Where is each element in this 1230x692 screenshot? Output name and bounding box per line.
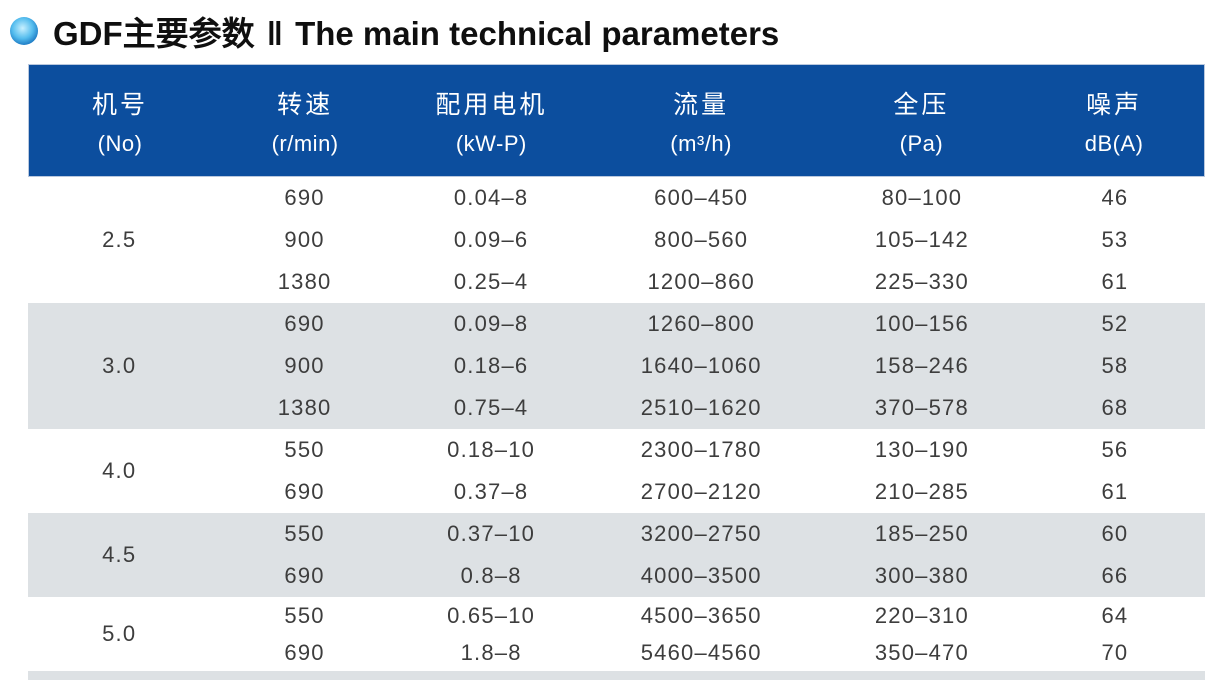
column-unit: (Pa) bbox=[899, 130, 944, 156]
cell-pressure: 225–330 bbox=[874, 269, 969, 294]
cell-noise: 61 bbox=[1101, 479, 1129, 504]
table-group: 4.5 550 0.37–10 3200–2750 185–250 60 690 0.8–8 4… bbox=[28, 513, 1205, 597]
next-group-strip bbox=[28, 671, 1205, 680]
cell-flow: 2300–1780 bbox=[640, 437, 762, 462]
cell-pressure: 80–100 bbox=[881, 185, 963, 210]
cell-flow: 4000–3500 bbox=[640, 563, 762, 588]
cell-flow: 2510–1620 bbox=[640, 395, 762, 420]
cell-motor: 1.8–8 bbox=[460, 639, 522, 665]
cell-pressure: 130–190 bbox=[874, 437, 969, 462]
cell-noise: 58 bbox=[1101, 353, 1129, 378]
table-group: 4.0 550 0.18–10 2300–1780 130–190 56 690 0.37–8… bbox=[28, 429, 1205, 513]
cell-machine-no: 4.5 bbox=[102, 542, 137, 567]
column-name: 噪声 bbox=[1086, 90, 1143, 119]
cell-flow: 2700–2120 bbox=[640, 479, 762, 504]
column-header-5: 噪声 dB(A) bbox=[1024, 85, 1204, 157]
cell-flow: 1260–800 bbox=[647, 311, 755, 336]
column-unit: (No) bbox=[97, 130, 143, 156]
cell-motor: 0.8–8 bbox=[460, 563, 522, 588]
cell-speed: 690 bbox=[284, 479, 325, 504]
cell-motor: 0.18–6 bbox=[453, 353, 529, 378]
cell-pressure: 300–380 bbox=[874, 563, 969, 588]
column-name: 配用电机 bbox=[435, 90, 548, 119]
column-header-0: 机号 (No) bbox=[29, 85, 211, 157]
cell-pressure: 158–246 bbox=[874, 353, 969, 378]
cell-pressure: 185–250 bbox=[874, 521, 969, 546]
table-group: 3.0 690 0.09–8 1260–800 100–156 52 900 0.18–6 16… bbox=[28, 303, 1205, 429]
title-separator: ‖ bbox=[266, 15, 284, 52]
cell-flow: 600–450 bbox=[654, 185, 749, 210]
cell-speed: 690 bbox=[284, 185, 325, 210]
cell-machine-no: 4.0 bbox=[102, 458, 137, 483]
cell-speed: 550 bbox=[284, 437, 325, 462]
column-unit: (kW-P) bbox=[455, 130, 527, 156]
cell-speed: 1380 bbox=[277, 269, 332, 294]
column-name: 全压 bbox=[893, 90, 950, 119]
table-group: 2.5 690 0.04–8 600–450 80–100 46 900 0.09–6 800–… bbox=[28, 177, 1205, 303]
cell-speed: 900 bbox=[284, 227, 325, 252]
cell-motor: 0.37–10 bbox=[447, 521, 536, 546]
bullet-icon bbox=[10, 17, 38, 45]
cell-pressure: 105–142 bbox=[874, 227, 969, 252]
cell-speed: 690 bbox=[284, 639, 325, 665]
cell-machine-no: 2.5 bbox=[102, 227, 137, 252]
column-header-2: 配用电机 (kW-P) bbox=[399, 85, 583, 157]
cell-flow: 5460–4560 bbox=[640, 639, 762, 665]
parameters-table: 机号 (No) 转速 (r/min) 配用电机 (kW-P) 流量 (m³/h) 全压 (Pa) 噪… bbox=[28, 64, 1205, 680]
table-group: 5.0 550 0.65–10 4500–3650 220–310 64 690 1.8–8 5… bbox=[28, 597, 1205, 671]
table-body: 2.5 690 0.04–8 600–450 80–100 46 900 0.09–6 800–… bbox=[28, 177, 1205, 671]
column-header-3: 流量 (m³/h) bbox=[584, 85, 819, 157]
page-title: GDF主要参数 ‖ The main technical parameters bbox=[53, 7, 779, 55]
cell-pressure: 100–156 bbox=[874, 311, 969, 336]
cell-motor: 0.37–8 bbox=[453, 479, 529, 504]
cell-noise: 56 bbox=[1101, 437, 1129, 462]
cell-speed: 1380 bbox=[277, 395, 332, 420]
cell-noise: 64 bbox=[1101, 602, 1129, 628]
column-unit: (m³/h) bbox=[670, 130, 732, 156]
column-name: 机号 bbox=[92, 90, 149, 119]
page-title-en: The main technical parameters bbox=[295, 15, 780, 52]
cell-noise: 53 bbox=[1101, 227, 1129, 252]
cell-flow: 1200–860 bbox=[647, 269, 755, 294]
cell-pressure: 350–470 bbox=[874, 639, 969, 665]
cell-noise: 61 bbox=[1101, 269, 1129, 294]
cell-noise: 60 bbox=[1101, 521, 1129, 546]
cell-flow: 3200–2750 bbox=[640, 521, 762, 546]
cell-flow: 1640–1060 bbox=[640, 353, 762, 378]
column-unit: dB(A) bbox=[1084, 130, 1144, 156]
page-title-zh: GDF主要参数 bbox=[53, 15, 255, 52]
cell-noise: 46 bbox=[1101, 185, 1129, 210]
cell-speed: 900 bbox=[284, 353, 325, 378]
cell-noise: 52 bbox=[1101, 311, 1129, 336]
cell-speed: 550 bbox=[284, 521, 325, 546]
cell-motor: 0.04–8 bbox=[453, 185, 529, 210]
cell-pressure: 220–310 bbox=[874, 602, 969, 628]
column-name: 流量 bbox=[673, 90, 730, 119]
cell-speed: 690 bbox=[284, 563, 325, 588]
column-unit: (r/min) bbox=[271, 130, 339, 156]
cell-flow: 800–560 bbox=[654, 227, 749, 252]
column-header-4: 全压 (Pa) bbox=[819, 85, 1025, 157]
cell-motor: 0.18–10 bbox=[447, 437, 536, 462]
cell-noise: 66 bbox=[1101, 563, 1129, 588]
table-header-row: 机号 (No) 转速 (r/min) 配用电机 (kW-P) 流量 (m³/h) 全压 (Pa) 噪… bbox=[28, 64, 1205, 177]
cell-motor: 0.09–6 bbox=[453, 227, 529, 252]
column-name: 转速 bbox=[277, 90, 334, 119]
cell-motor: 0.75–4 bbox=[453, 395, 529, 420]
section-title-row: GDF主要参数 ‖ The main technical parameters bbox=[0, 0, 1230, 52]
cell-machine-no: 3.0 bbox=[102, 353, 137, 378]
cell-noise: 68 bbox=[1101, 395, 1129, 420]
cell-motor: 0.65–10 bbox=[447, 602, 536, 628]
cell-pressure: 370–578 bbox=[874, 395, 969, 420]
cell-motor: 0.09–8 bbox=[453, 311, 529, 336]
column-header-1: 转速 (r/min) bbox=[211, 85, 399, 157]
cell-noise: 70 bbox=[1101, 639, 1129, 665]
cell-machine-no: 5.0 bbox=[102, 621, 137, 646]
cell-motor: 0.25–4 bbox=[453, 269, 529, 294]
cell-pressure: 210–285 bbox=[874, 479, 969, 504]
cell-speed: 550 bbox=[284, 602, 325, 628]
cell-flow: 4500–3650 bbox=[640, 602, 762, 628]
cell-speed: 690 bbox=[284, 311, 325, 336]
